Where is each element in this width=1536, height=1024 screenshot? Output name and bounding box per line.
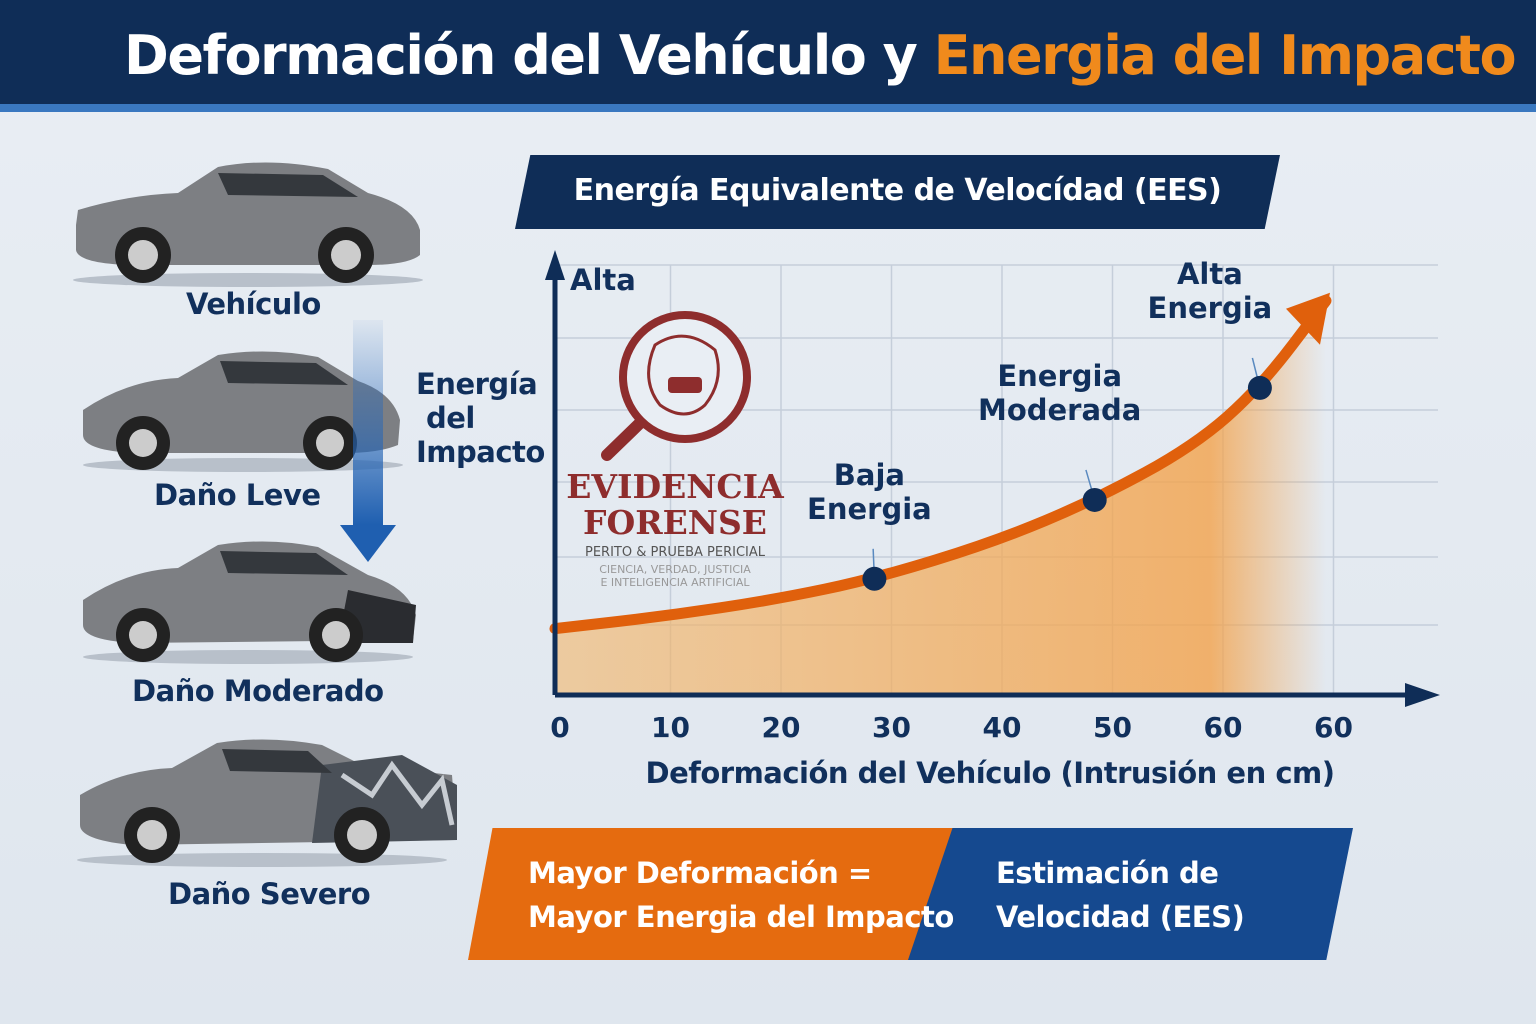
- x-tick-label: 20: [762, 711, 801, 744]
- car-label: Daño Leve: [154, 478, 321, 512]
- conclusion-speed-text: Estimación de Velocidad (EES): [996, 851, 1245, 939]
- series-line: [549, 295, 1332, 635]
- x-tick-label: 40: [983, 711, 1022, 744]
- data-point: [1247, 375, 1272, 400]
- x-tick-label: 30: [872, 711, 911, 744]
- watermark-subtitle: PERITO & PRUEBA PERICIAL: [584, 545, 765, 560]
- header: Deformación del Vehículo y Energia del I…: [0, 0, 1536, 112]
- annotation-label: Energia: [997, 359, 1122, 393]
- annotation-label: Baja: [834, 458, 905, 492]
- watermark-title: EVIDENCIA: [566, 467, 784, 506]
- x-tick-label: 0: [550, 711, 569, 744]
- car-severe-damage-icon: [77, 739, 457, 867]
- x-tick-label: 60: [1204, 711, 1243, 744]
- text-line: Mayor Energia del Impacto: [528, 900, 954, 934]
- chart-title-banner: Energía Equivalente de Velocídad (EES): [515, 155, 1280, 229]
- conclusion-box-speed: [908, 828, 1353, 960]
- x-tick-label: 10: [651, 711, 690, 744]
- watermark-title: FORENSE: [583, 503, 767, 542]
- impact-arrow-label: Energía del Impacto: [416, 367, 545, 469]
- watermark-tagline: CIENCIA, VERDAD, JUSTICIA: [599, 563, 751, 576]
- car-label: Daño Severo: [168, 877, 371, 911]
- conclusion-deformation-text: Mayor Deformación = Mayor Energia del Imp…: [528, 851, 954, 939]
- curve-arrowhead-icon: [1285, 292, 1330, 345]
- text-line: Estimación de: [996, 856, 1219, 890]
- text-line: Mayor Deformación =: [528, 856, 872, 890]
- car-moderate-damage-icon: [83, 541, 416, 664]
- y-axis-label: Alta: [570, 263, 636, 297]
- text-line: Velocidad (EES): [996, 900, 1245, 934]
- car-label: Vehículo: [186, 287, 321, 321]
- conclusion-box-deformation: [468, 828, 958, 960]
- car-label: Daño Moderado: [132, 674, 384, 708]
- title-part2: Energia del Impacto: [933, 24, 1517, 87]
- annotation-label: Energia: [1148, 291, 1273, 325]
- chart-title: Energía Equivalente de Velocídad (EES): [573, 173, 1222, 208]
- impact-label-line: del: [426, 401, 475, 435]
- x-axis-label: Deformación del Vehículo (Intrusión en c…: [646, 756, 1335, 790]
- ees-chart: Alta 0 10 20 30 40 50 60 60 Deformación del Vehíc…: [545, 250, 1440, 790]
- data-point: [862, 566, 887, 591]
- x-tick-label: 50: [1093, 711, 1132, 744]
- car-undamaged-icon: [73, 162, 423, 287]
- page-title: Deformación del Vehículo y Energia del I…: [124, 24, 1517, 87]
- data-point: [1082, 487, 1107, 512]
- impact-arrow-icon: [340, 320, 396, 562]
- x-axis-arrow-icon: [1405, 683, 1440, 707]
- area-fill: [555, 300, 1326, 695]
- watermark-logo: EVIDENCIA FORENSE PERITO & PRUEBA PERICI…: [555, 305, 795, 589]
- annotation-label: Moderada: [978, 393, 1141, 427]
- title-part1: Deformación del Vehículo y: [124, 24, 934, 87]
- watermark-tagline: E INTELIGENCIA ARTIFICIAL: [600, 576, 750, 589]
- impact-label-line: Energía: [416, 367, 538, 401]
- x-tick-label: 60: [1314, 711, 1353, 744]
- car-light-damage-icon: [83, 351, 403, 472]
- annotation-label: Alta: [1177, 257, 1243, 291]
- y-axis-arrow-icon: [545, 250, 565, 280]
- annotation-label: Energia: [807, 492, 932, 526]
- magnifier-brain-icon: [601, 311, 751, 461]
- impact-label-line: Impacto: [416, 435, 545, 469]
